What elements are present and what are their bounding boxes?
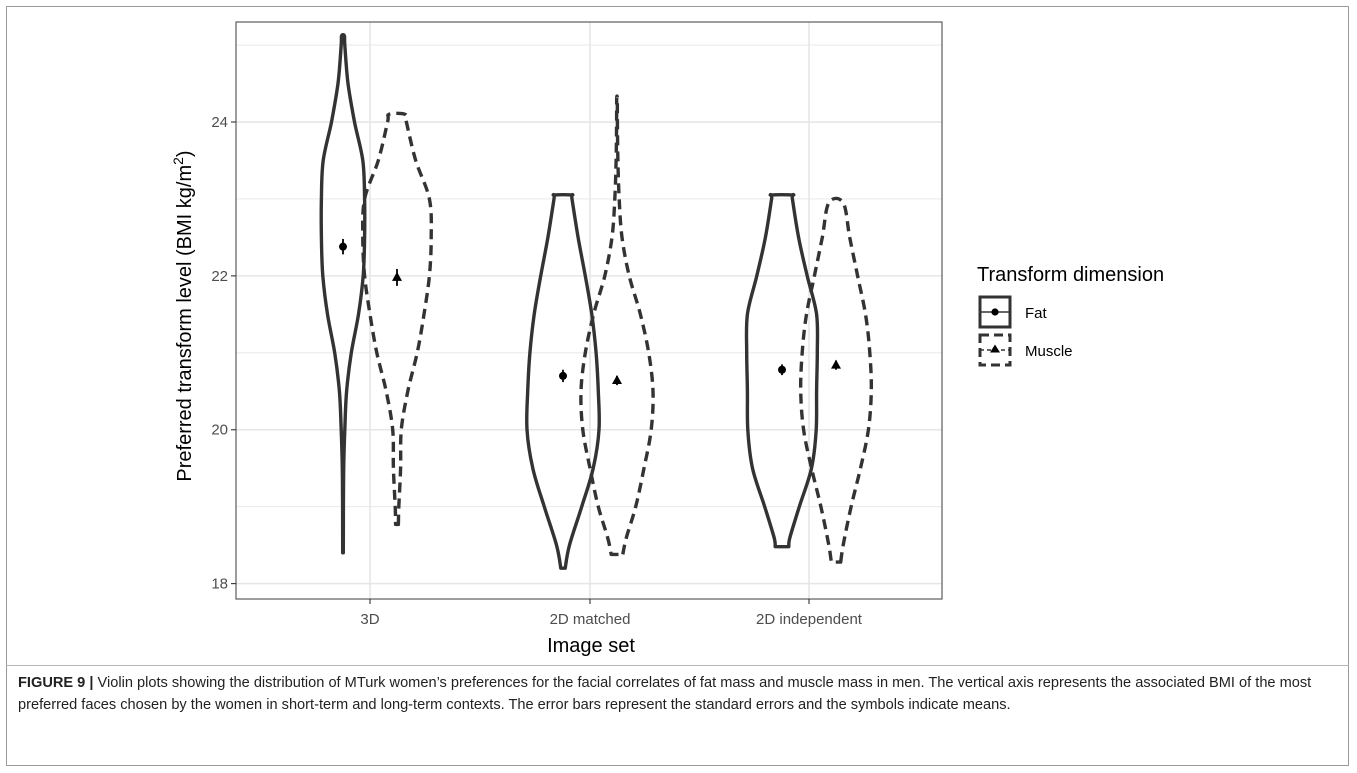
y-tick-label: 20: [211, 422, 228, 439]
violin-muscle-0: [360, 111, 434, 527]
y-axis-label: Preferred transform level (BMI kg/m2): [170, 150, 196, 481]
y-tick-label: 18: [211, 576, 228, 593]
mean-point: [559, 371, 567, 380]
figure-caption: FIGURE 9 | Violin plots showing the dist…: [18, 673, 1336, 716]
y-tick-label: 22: [211, 268, 228, 285]
mean-point: [831, 359, 841, 369]
legend-muscle-triangle-icon: [990, 344, 1000, 353]
caption-label: FIGURE 9 |: [18, 675, 94, 691]
x-axis: 3D 2D matched 2D independent: [360, 599, 863, 628]
violin-muscle-2: [798, 196, 874, 564]
legend: Transform dimension Fat Muscle: [977, 264, 1164, 367]
violin-fat-1: [525, 192, 601, 570]
y-tick-label: 24: [211, 114, 228, 131]
violin-chart: 18 20 22 24 3D 2D matched 2D independent Imag…: [170, 21, 1164, 657]
y-axis-label-main: Preferred transform level (BMI kg/m: [174, 165, 196, 482]
x-axis-label: Image set: [547, 635, 635, 657]
violin-fat-2: [744, 192, 820, 549]
violin-muscle-1: [579, 94, 655, 557]
legend-label-muscle: Muscle: [1025, 343, 1073, 360]
caption-text: Violin plots showing the distribution of…: [18, 675, 1312, 713]
legend-label-fat: Fat: [1025, 305, 1048, 322]
y-axis-label-close: ): [174, 150, 196, 157]
legend-title: Transform dimension: [977, 264, 1164, 286]
mean-markers: [339, 238, 841, 386]
plot-panel-border: [235, 21, 943, 600]
violins: [319, 32, 874, 570]
x-tick-label: 3D: [360, 611, 379, 628]
mean-point: [392, 271, 402, 281]
mean-point: [778, 365, 786, 374]
y-axis-label-superscript: 2: [170, 157, 186, 165]
caption-divider: [6, 665, 1349, 666]
mean-point: [612, 375, 622, 385]
figure-frame: [6, 6, 1349, 766]
x-tick-label: 2D matched: [550, 611, 631, 628]
mean-point: [339, 242, 347, 251]
legend-key-fat: [978, 295, 1012, 329]
x-tick-label: 2D independent: [756, 611, 863, 628]
violin-fat-0: [319, 32, 367, 555]
legend-key-muscle: [978, 333, 1012, 367]
y-axis: 18 20 22 24: [211, 114, 236, 593]
legend-fat-circle-icon: [991, 308, 999, 316]
